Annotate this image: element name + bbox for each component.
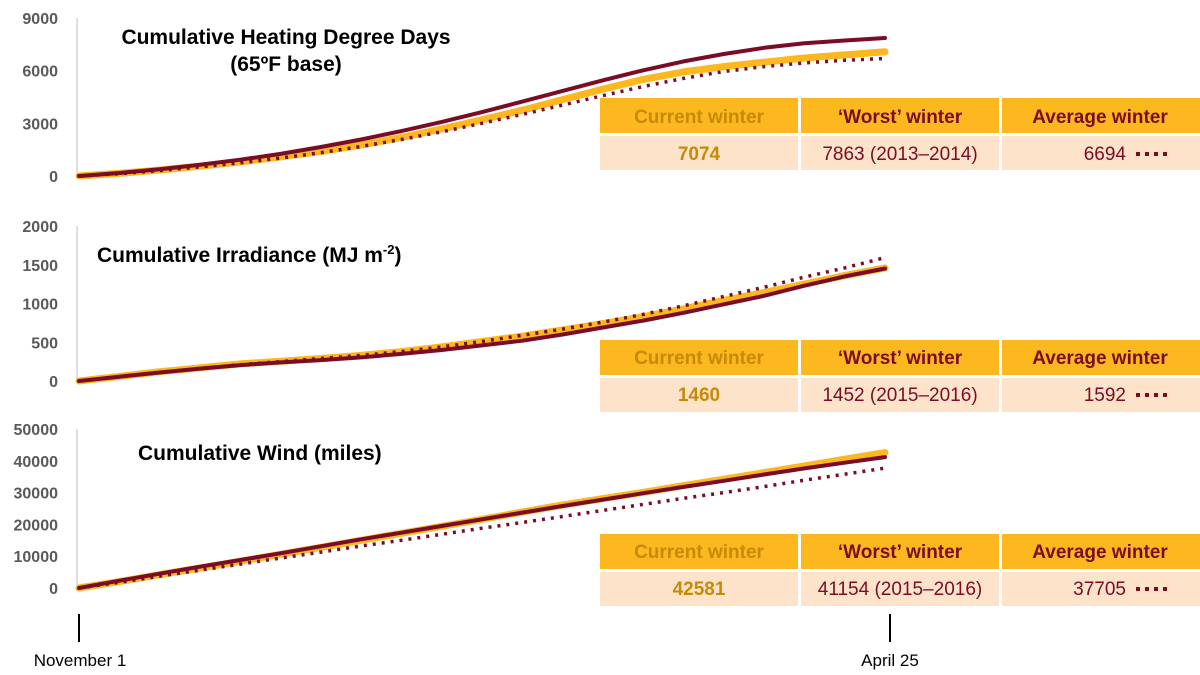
y-tick-label: 3000 bbox=[22, 116, 58, 133]
y-tick-labels: 0 500 1000 1500 2000 bbox=[22, 219, 58, 391]
x-start-label: November 1 bbox=[34, 651, 127, 670]
chart-title-superscript: -2 bbox=[383, 242, 395, 257]
average-value: 6694 bbox=[1084, 144, 1127, 165]
y-tick-label: 1500 bbox=[22, 258, 58, 275]
value-cell-worst bbox=[801, 378, 999, 412]
y-tick-label: 20000 bbox=[14, 517, 59, 534]
series-lines bbox=[75, 449, 889, 592]
chart-title-main: Cumulative Irradiance (MJ m bbox=[97, 244, 383, 267]
stats-table: Current winter ‘Worst’ winter Average wi… bbox=[600, 98, 1200, 170]
header-cell-average bbox=[1002, 534, 1200, 569]
stats-table: Current winter ‘Worst’ winter Average wi… bbox=[600, 534, 1200, 606]
y-tick-label: 6000 bbox=[22, 64, 58, 81]
y-tick-label: 50000 bbox=[14, 422, 59, 439]
y-tick-labels: 0 10000 20000 30000 40000 50000 bbox=[14, 422, 59, 598]
x-end-label: April 25 bbox=[861, 651, 919, 670]
series-lines bbox=[75, 255, 889, 385]
header-cell-current bbox=[600, 534, 798, 569]
header-worst-winter: ‘Worst’ winter bbox=[838, 348, 963, 369]
y-tick-label: 1000 bbox=[22, 297, 58, 314]
stats-table: Current winter ‘Worst’ winter Average wi… bbox=[600, 340, 1200, 412]
chart-title: Cumulative Heating Degree Days bbox=[121, 26, 450, 49]
header-cell-average bbox=[1002, 340, 1200, 375]
series-line-worst bbox=[77, 36, 887, 178]
header-current-winter: Current winter bbox=[634, 107, 764, 128]
value-cell-worst bbox=[801, 136, 999, 170]
current-value: 1460 bbox=[678, 385, 720, 406]
header-average-winter: Average winter bbox=[1032, 348, 1168, 369]
header-average-winter: Average winter bbox=[1032, 107, 1168, 128]
panel-heating-degree-days: 0 3000 6000 9000 Cumulative Heating Degree … bbox=[22, 11, 1200, 186]
header-cell-current bbox=[600, 98, 798, 133]
worst-value: 1452 (2015–2016) bbox=[822, 385, 977, 406]
header-current-winter: Current winter bbox=[634, 348, 764, 369]
series-line-average bbox=[78, 56, 886, 178]
panel-wind: 0 10000 20000 30000 40000 50000 Cumulative Wi… bbox=[14, 422, 1200, 606]
y-tick-label: 2000 bbox=[22, 219, 58, 236]
y-tick-label: 40000 bbox=[14, 454, 59, 471]
series-line-average bbox=[78, 466, 886, 590]
header-cell-worst bbox=[801, 534, 999, 569]
worst-value: 7863 (2013–2014) bbox=[822, 144, 977, 165]
x-axis: November 1 April 25 bbox=[34, 614, 919, 670]
average-value: 1592 bbox=[1084, 385, 1126, 406]
header-current-winter: Current winter bbox=[634, 542, 764, 563]
chart-title: Cumulative Wind (miles) bbox=[138, 442, 382, 465]
header-cell-worst bbox=[801, 98, 999, 133]
y-tick-label: 10000 bbox=[14, 549, 59, 566]
header-average-winter: Average winter bbox=[1032, 542, 1168, 563]
value-cell-current bbox=[600, 378, 798, 412]
header-worst-winter: ‘Worst’ winter bbox=[838, 542, 963, 563]
average-value: 37705 bbox=[1073, 579, 1126, 600]
chart-title-end: ) bbox=[394, 244, 401, 267]
series-lines bbox=[75, 36, 889, 180]
current-value: 7074 bbox=[678, 144, 721, 165]
current-value: 42581 bbox=[673, 579, 726, 600]
y-tick-label: 30000 bbox=[14, 486, 59, 503]
y-tick-labels: 0 3000 6000 9000 bbox=[22, 11, 58, 186]
y-tick-label: 500 bbox=[31, 335, 58, 352]
y-tick-label: 0 bbox=[49, 374, 58, 391]
header-cell-worst bbox=[801, 340, 999, 375]
chart-title: Cumulative Irradiance (MJ m-2) bbox=[97, 242, 401, 267]
series-line-average bbox=[78, 255, 886, 383]
y-tick-label: 9000 bbox=[22, 11, 58, 28]
series-line-worst bbox=[77, 455, 887, 590]
value-cell-current bbox=[600, 572, 798, 606]
value-cell-current bbox=[600, 136, 798, 170]
header-cell-average bbox=[1002, 98, 1200, 133]
header-cell-current bbox=[600, 340, 798, 375]
y-tick-label: 0 bbox=[49, 581, 58, 598]
panel-irradiance: 0 500 1000 1500 2000 Cumulative Irradiance (… bbox=[22, 219, 1200, 412]
chart-subtitle: (65ºF base) bbox=[230, 53, 342, 76]
header-worst-winter: ‘Worst’ winter bbox=[838, 107, 963, 128]
worst-value: 41154 (2015–2016) bbox=[818, 579, 982, 600]
value-cell-worst bbox=[801, 572, 999, 606]
y-tick-label: 0 bbox=[49, 169, 58, 186]
